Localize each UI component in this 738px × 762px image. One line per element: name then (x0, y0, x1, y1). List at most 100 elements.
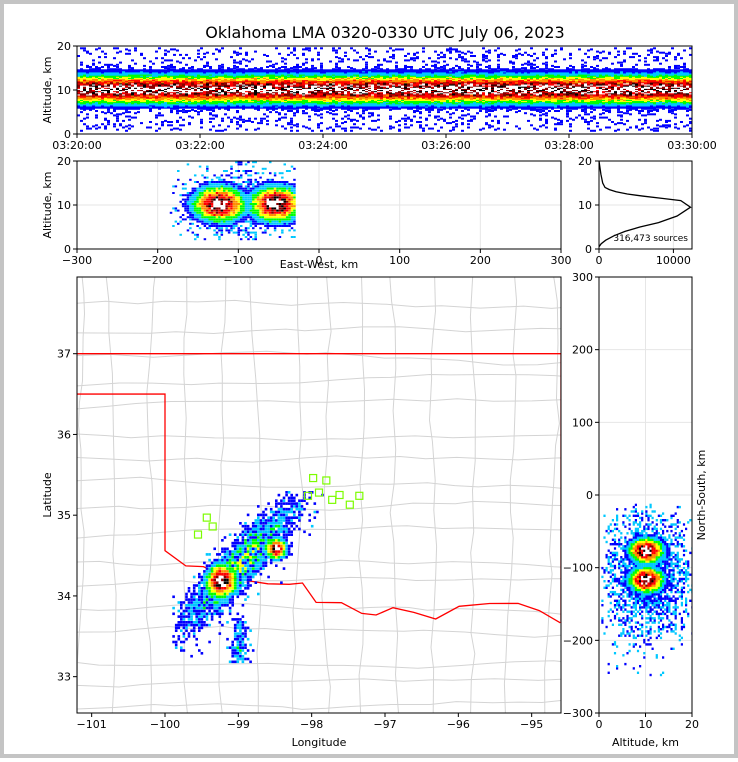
time-altitude-cell (254, 88, 257, 90)
time-altitude-cell (362, 112, 365, 115)
time-altitude-cell (386, 104, 389, 107)
time-altitude-cell (134, 112, 137, 115)
time-altitude-cell (242, 75, 245, 78)
time-altitude-cell (215, 101, 218, 104)
time-altitude-cell (134, 105, 137, 108)
time-altitude-cell (326, 75, 329, 78)
time-altitude-cell (308, 86, 311, 89)
time-altitude-cell (233, 88, 236, 90)
time-altitude-cell (107, 77, 110, 79)
time-altitude-cell (146, 97, 149, 100)
time-altitude-cell (215, 99, 218, 101)
time-altitude-cell (107, 96, 110, 99)
time-altitude-cell (101, 96, 104, 99)
time-altitude-cell (374, 75, 377, 78)
time-altitude-cell (338, 92, 341, 95)
time-altitude-cell (263, 72, 266, 75)
time-altitude-cell (218, 92, 221, 95)
time-altitude-cell (404, 59, 407, 62)
time-altitude-cell (356, 100, 359, 103)
time-altitude-cell (401, 88, 404, 90)
time-altitude-cell (293, 97, 296, 100)
time-altitude-cell (113, 80, 116, 83)
time-altitude-cell (212, 83, 215, 86)
time-altitude-cell (353, 92, 356, 95)
time-altitude-cell (350, 100, 353, 103)
time-altitude-cell (263, 80, 266, 83)
time-altitude-cell (371, 99, 374, 101)
time-altitude-cell (371, 104, 374, 107)
time-altitude-cell (335, 105, 338, 108)
time-altitude-cell (245, 69, 248, 72)
time-altitude-cell (299, 81, 302, 84)
time-altitude-cell (260, 69, 263, 72)
time-altitude-cell (107, 84, 110, 87)
time-altitude-cell (269, 83, 272, 86)
time-altitude-cell (284, 69, 287, 72)
time-altitude-cell (167, 91, 170, 94)
time-altitude-cell (221, 69, 224, 72)
time-altitude-cell (344, 82, 347, 85)
time-altitude-cell (416, 99, 419, 101)
time-altitude-cell (401, 85, 404, 88)
time-altitude-cell (173, 93, 176, 96)
time-altitude-cell (86, 93, 89, 96)
time-altitude-cell (389, 71, 392, 74)
time-altitude-cell (167, 103, 170, 106)
time-altitude-cell (272, 101, 275, 104)
time-altitude-cell (374, 89, 377, 92)
time-altitude-cell (137, 72, 140, 75)
time-altitude-cell (359, 103, 362, 106)
time-altitude-cell (86, 70, 89, 73)
time-altitude-cell (416, 75, 419, 78)
time-altitude-cell (365, 82, 368, 85)
time-altitude-cell (335, 88, 338, 90)
time-altitude-cell (290, 129, 293, 132)
time-altitude-cell (302, 101, 305, 104)
time-altitude-cell (293, 92, 296, 95)
time-altitude-cell (122, 101, 125, 104)
time-altitude-cell (347, 66, 350, 68)
time-altitude-cell (185, 100, 188, 103)
time-altitude-cell (83, 99, 86, 101)
time-altitude-cell (104, 118, 107, 121)
time-altitude-cell (188, 69, 191, 72)
time-altitude-cell (95, 96, 98, 99)
time-altitude-cell (224, 81, 227, 84)
time-altitude-cell (437, 129, 440, 132)
time-altitude-cell (260, 78, 263, 81)
time-altitude-cell (425, 102, 428, 105)
time-altitude-cell (404, 77, 407, 79)
time-altitude-cell (245, 53, 248, 56)
time-altitude-cell (245, 70, 248, 73)
time-altitude-cell (323, 82, 326, 85)
time-altitude-cell (404, 73, 407, 76)
time-altitude-cell (407, 107, 410, 110)
time-altitude-cell (245, 93, 248, 96)
time-altitude-cell (176, 127, 179, 130)
time-altitude-cell (170, 92, 173, 95)
time-altitude-cell (290, 83, 293, 86)
time-altitude-cell (389, 74, 392, 77)
time-altitude-cell (143, 94, 146, 97)
time-altitude-cell (302, 89, 305, 92)
time-altitude-cell (242, 74, 245, 77)
time-altitude-cell (323, 74, 326, 77)
time-altitude-cell (122, 95, 125, 98)
time-altitude-cell (200, 101, 203, 104)
time-altitude-cell (116, 82, 119, 85)
time-altitude-cell (290, 93, 293, 96)
time-altitude-cell (404, 72, 407, 75)
time-altitude-cell (434, 73, 437, 76)
time-altitude-cell (353, 102, 356, 105)
time-altitude-cell (116, 89, 119, 92)
time-altitude-cell (194, 88, 197, 90)
time-altitude-cell (386, 90, 389, 93)
time-altitude-cell (395, 74, 398, 77)
time-altitude-cell (215, 75, 218, 78)
time-altitude-cell (284, 58, 287, 61)
time-altitude-cell (356, 88, 359, 90)
time-altitude-cell (161, 97, 164, 100)
time-altitude-cell (338, 100, 341, 103)
time-altitude-cell (419, 80, 422, 83)
